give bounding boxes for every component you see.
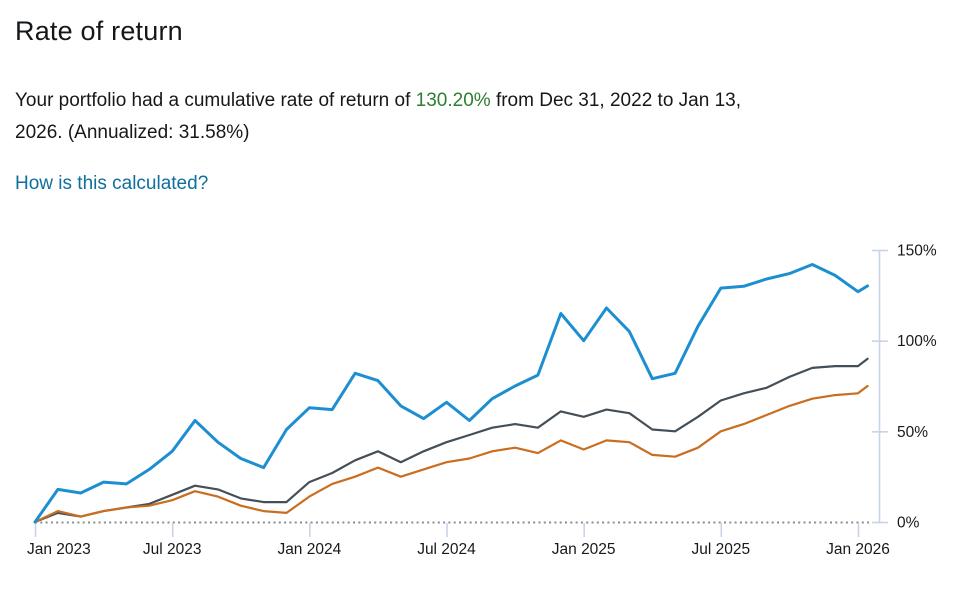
how-is-this-calculated-link[interactable]: How is this calculated? [15,173,209,194]
y-axis-label: 50% [897,424,928,441]
summary-middle: from Dec 31, 2022 to Jan 13, [490,90,741,111]
x-axis-label: Jan 2023 [27,541,91,558]
cumulative-return-value: 130.20% [415,90,491,111]
y-axis-label: 100% [897,333,937,350]
y-axis-label: 150% [897,243,937,260]
summary-line2: 2026. (Annualized: 31.58%) [15,122,250,143]
summary-prefix: Your portfolio had a cumulative rate of … [15,90,416,111]
x-axis-label: Jul 2023 [143,541,202,558]
y-axis-label: 0% [897,515,920,532]
x-axis-label: Jul 2024 [417,541,476,558]
x-axis-label: Jan 2026 [826,541,890,558]
series-line-blue [33,263,870,524]
page-title: Rate of return [15,16,183,46]
series-line-gray [33,357,869,524]
series-line-orange [33,384,869,524]
x-axis-label: Jan 2024 [277,541,341,558]
x-axis-label: Jan 2025 [552,541,616,558]
x-axis-label: Jul 2025 [692,541,751,558]
summary-text: Your portfolio had a cumulative rate of … [15,85,945,149]
header: Rate of return Your portfolio had a cumu… [0,0,960,195]
